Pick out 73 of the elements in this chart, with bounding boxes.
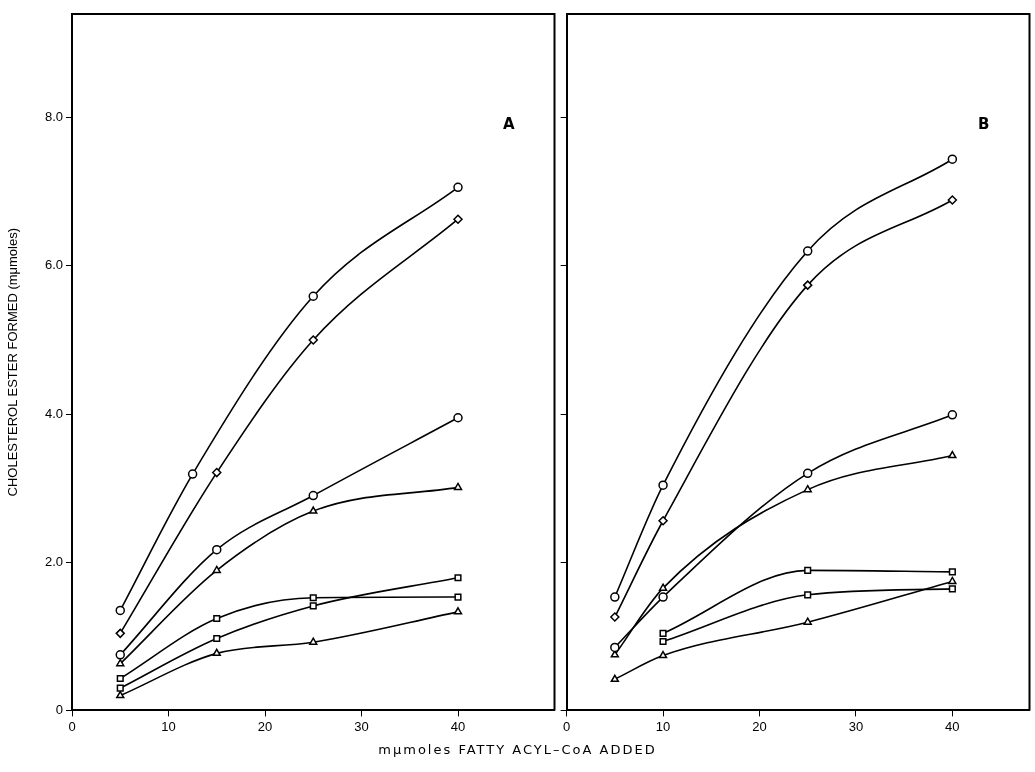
point: [610, 650, 620, 658]
point: [658, 583, 668, 591]
x-tick-label: 10: [655, 718, 671, 734]
point: [610, 612, 620, 622]
y-tick-label: 4.0: [44, 405, 63, 421]
point: [212, 565, 221, 574]
point: [115, 605, 125, 616]
point: [308, 335, 318, 345]
point: [804, 591, 812, 599]
point: [610, 592, 620, 602]
x-tick-label: 20: [752, 718, 767, 734]
point: [947, 154, 958, 164]
point: [804, 566, 812, 574]
point: [116, 684, 124, 692]
point: [947, 195, 958, 205]
y-tick-label: 0: [55, 701, 63, 717]
point: [947, 410, 958, 420]
point: [803, 484, 812, 493]
x-tick-label: 0: [68, 718, 76, 734]
point: [948, 450, 957, 459]
point: [659, 637, 667, 646]
annotation: B: [978, 115, 990, 133]
point: [115, 628, 125, 639]
point: [212, 648, 221, 657]
x-axis-title: mμmoles FATTY ACYL–CoA ADDED: [377, 742, 658, 757]
annotation: A: [502, 115, 515, 133]
point: [212, 467, 222, 478]
x-tick-label: 10: [161, 718, 176, 734]
point: [803, 617, 812, 625]
point: [213, 614, 221, 623]
point: [658, 480, 668, 490]
point: [453, 482, 463, 491]
point: [116, 674, 124, 683]
point: [454, 574, 462, 582]
point: [453, 214, 463, 224]
y-axis-title: CHOLESTEROL ESTER FORMED (mμmoles): [5, 227, 21, 497]
y-tick-label: 2.0: [44, 553, 63, 569]
x-tick-label: 30: [848, 718, 864, 734]
point: [453, 413, 463, 423]
point: [116, 690, 125, 699]
point: [454, 593, 462, 601]
point: [212, 544, 222, 555]
point: [948, 568, 956, 576]
x-tick-label: 0: [563, 718, 571, 734]
point: [802, 280, 813, 290]
point: [453, 182, 463, 193]
point: [659, 629, 667, 637]
x-tick-label: 20: [257, 718, 273, 734]
point: [948, 585, 956, 593]
point: [948, 576, 957, 585]
point: [610, 674, 620, 683]
y-tick-label: 8.0: [44, 109, 63, 125]
x-tick-label: 40: [945, 718, 960, 734]
point: [610, 642, 620, 653]
point: [658, 515, 668, 526]
point: [802, 468, 813, 479]
point: [658, 650, 668, 659]
point: [453, 607, 463, 615]
x-tick-label: 30: [354, 718, 369, 734]
point: [308, 490, 318, 501]
point: [658, 592, 668, 602]
point: [802, 246, 813, 256]
point: [187, 469, 198, 479]
point: [309, 506, 318, 514]
point: [116, 658, 125, 667]
point: [309, 637, 318, 645]
point: [213, 634, 221, 643]
point: [115, 650, 125, 660]
x-tick-label: 40: [450, 718, 466, 734]
point: [309, 594, 317, 602]
y-tick-label: 6.0: [44, 257, 63, 273]
point: [308, 291, 318, 302]
point: [309, 602, 317, 610]
